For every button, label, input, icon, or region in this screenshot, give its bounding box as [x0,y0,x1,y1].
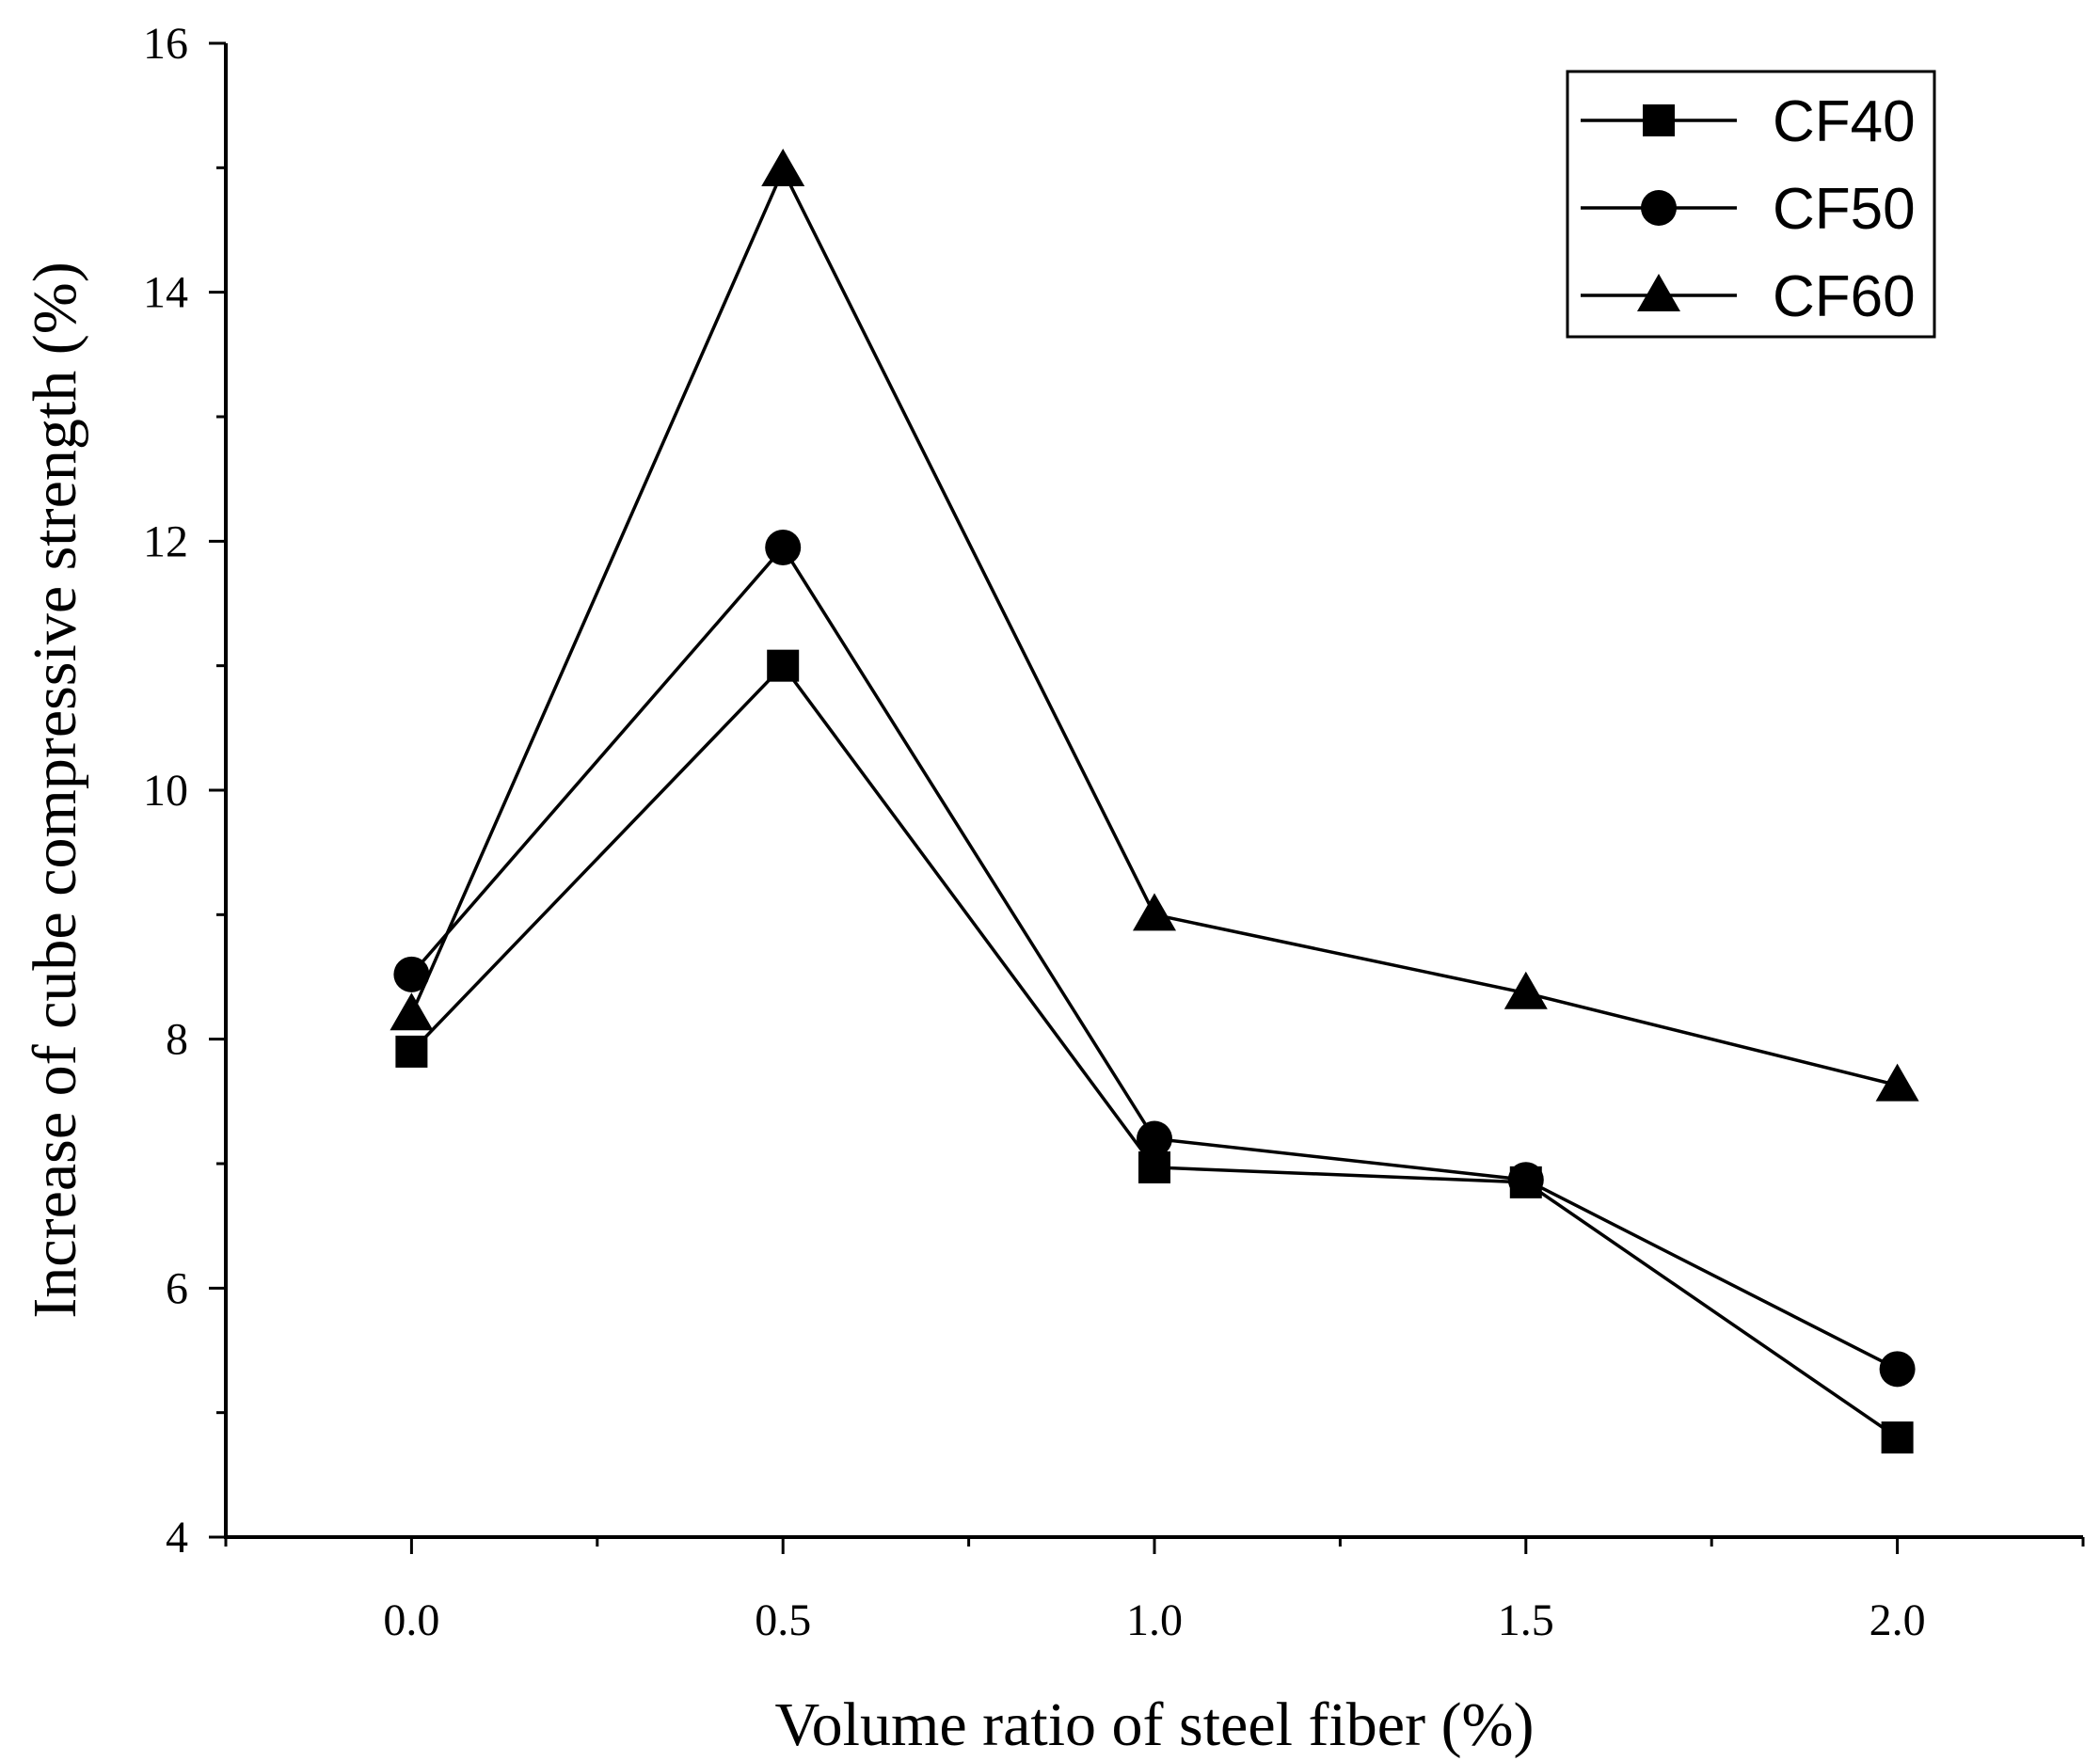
y-tick-label: 12 [143,516,188,566]
y-axis-title: Increase of cube compressive strength (%… [21,262,89,1318]
series-line-cf50 [410,545,1899,1371]
y-tick-label: 10 [143,766,188,816]
series-layer [390,148,1919,1454]
data-point-cf40 [767,649,800,682]
data-point-cf40 [1138,1150,1170,1183]
y-tick-label: 4 [166,1513,188,1563]
x-tick-label: 0.5 [755,1595,811,1645]
y-tick-label: 16 [143,19,188,69]
y-tick-label: 8 [166,1015,188,1065]
data-point-cf50 [393,956,430,992]
data-point-cf40 [395,1035,428,1068]
y-tick-label: 14 [143,268,188,318]
data-point-cf60 [1133,893,1176,931]
data-point-cf50 [1507,1162,1544,1198]
legend: CF40 CF50 CF60 [1566,70,1936,339]
x-tick-label: 1.5 [1498,1595,1554,1645]
data-point-cf60 [761,148,805,186]
data-point-cf50 [1137,1120,1172,1157]
data-point-cf50 [765,529,802,565]
series-line-cf40 [410,662,1899,1439]
legend-marker-cf60 [1637,274,1680,311]
x-tick-label: 2.0 [1869,1595,1926,1645]
x-axis-title: Volume ratio of steel fiber (%) [774,1690,1534,1759]
data-point-cf50 [1879,1351,1916,1388]
data-point-cf60 [1875,1063,1919,1102]
y-tick-label: 6 [166,1263,188,1313]
x-ticks: 0.0 0.5 1.0 1.5 2.0 [224,1537,2085,1645]
series-cf40 [395,649,1914,1454]
x-tick-label: 1.0 [1126,1595,1183,1645]
series-cf60 [390,148,1919,1102]
legend-label-cf40: CF40 [1773,89,1916,154]
legend-marker-cf50 [1641,190,1677,226]
legend-label-cf60: CF60 [1773,264,1916,329]
legend-marker-cf40 [1643,104,1675,136]
x-tick-label: 0.0 [383,1595,439,1645]
legend-label-cf50: CF50 [1773,177,1916,242]
data-point-cf60 [390,992,434,1031]
data-point-cf60 [1503,971,1548,1009]
y-ticks: 4 6 8 10 12 14 16 [143,19,226,1563]
legend-box [1566,70,1936,339]
data-point-cf40 [1881,1421,1914,1454]
series-cf50 [393,529,1916,1388]
